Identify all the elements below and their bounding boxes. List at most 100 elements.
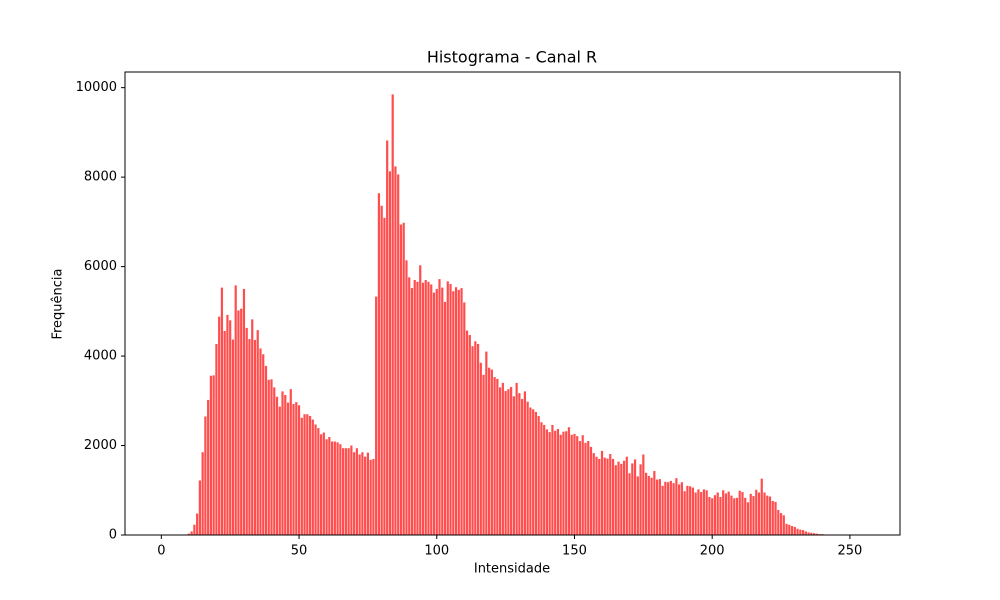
bar: [631, 463, 634, 535]
bar: [187, 533, 190, 535]
bar: [777, 509, 780, 535]
bar: [801, 530, 805, 535]
bar: [430, 284, 433, 535]
bar: [245, 327, 248, 535]
plot-frame: [124, 71, 901, 536]
y-tick-label: 4000: [84, 349, 117, 364]
bar: [661, 485, 664, 535]
bar: [548, 432, 551, 535]
bar: [259, 348, 262, 535]
bar: [678, 484, 681, 535]
bar: [463, 302, 466, 535]
bar: [443, 301, 447, 535]
bar: [358, 454, 361, 535]
bar: [220, 287, 224, 535]
bar: [397, 174, 400, 536]
x-tick-label: 200: [700, 544, 725, 559]
bar: [493, 377, 496, 535]
bar: [796, 528, 799, 535]
bar: [311, 419, 314, 535]
bar: [281, 391, 284, 535]
bar: [559, 434, 562, 535]
bar: [600, 450, 604, 535]
bar: [556, 428, 560, 535]
bar: [413, 280, 416, 535]
bar: [355, 448, 358, 535]
bar: [292, 403, 295, 535]
bar: [438, 279, 441, 535]
bar: [620, 463, 623, 535]
bar: [512, 396, 515, 535]
chart-title: Histograma - Canal R: [427, 48, 597, 67]
bar: [350, 445, 353, 535]
bar: [408, 277, 411, 535]
y-axis-label: Frequência: [51, 268, 66, 339]
bar: [278, 406, 281, 535]
bar: [595, 456, 598, 535]
bar: [766, 495, 769, 535]
bar: [757, 492, 761, 535]
bar: [799, 529, 802, 535]
bar: [705, 490, 708, 535]
bar: [760, 478, 763, 535]
bar: [807, 532, 810, 535]
bar: [377, 193, 381, 535]
bar: [501, 382, 504, 535]
bar: [383, 217, 386, 536]
bar: [622, 460, 626, 535]
bar: [644, 472, 648, 535]
bar: [432, 292, 436, 535]
bar: [518, 393, 521, 535]
bar: [499, 387, 502, 535]
bar: [452, 291, 455, 535]
bar: [226, 314, 229, 535]
bar: [592, 453, 595, 535]
bar: [733, 498, 736, 535]
bar: [465, 330, 469, 535]
bar: [441, 287, 444, 535]
bar: [457, 289, 460, 535]
bar: [454, 287, 458, 535]
bar: [804, 531, 807, 535]
bar: [779, 513, 783, 535]
bar: [711, 498, 714, 535]
bar: [540, 422, 543, 535]
bar: [810, 532, 813, 535]
bar: [471, 346, 474, 535]
bar: [611, 458, 615, 535]
bar: [405, 260, 408, 535]
bar: [380, 205, 383, 535]
bar: [253, 339, 257, 535]
bar: [270, 379, 273, 535]
bar: [402, 222, 405, 536]
x-tick-label: 100: [424, 544, 449, 559]
bar: [507, 389, 510, 535]
bar: [303, 414, 306, 535]
bar: [686, 485, 689, 535]
bar: [793, 526, 796, 535]
bar: [598, 458, 601, 535]
bar: [617, 461, 620, 535]
bar: [570, 434, 573, 535]
bar: [647, 475, 650, 535]
bar: [523, 391, 526, 535]
bar: [468, 335, 471, 535]
bar: [308, 416, 312, 535]
bar: [716, 492, 719, 535]
bar: [207, 399, 210, 535]
bar: [565, 431, 568, 535]
bar: [196, 513, 199, 535]
bar: [636, 476, 639, 535]
bar: [193, 524, 196, 535]
bar: [554, 430, 557, 535]
y-tick-label: 0: [109, 528, 117, 543]
bar: [669, 480, 672, 535]
x-tick-label: 50: [291, 544, 308, 559]
bar: [639, 464, 642, 535]
x-tick-label: 150: [562, 544, 587, 559]
bar: [521, 399, 524, 535]
bar: [576, 436, 579, 535]
bar: [449, 284, 452, 535]
bar: [353, 452, 356, 535]
